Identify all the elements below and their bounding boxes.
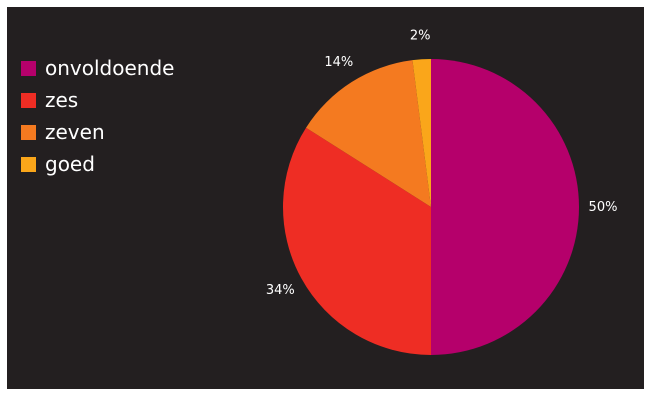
- legend-swatch-onvoldoende: [21, 60, 36, 76]
- pie-slice-label-zes: 34%: [266, 283, 295, 298]
- pie-slice-label-onvoldoende: 50%: [589, 200, 618, 215]
- pie-slice-zeven: [306, 60, 431, 207]
- legend-swatch-zes: [21, 92, 36, 108]
- pie-slice-labels: 50% 34% 14% 2%: [266, 28, 618, 298]
- legend-item-onvoldoende: onvoldoende: [21, 52, 174, 84]
- pie-slice-label-goed: 2%: [410, 28, 431, 43]
- pie-slices: [283, 59, 579, 355]
- legend-label-goed: goed: [45, 152, 95, 176]
- legend-label-zeven: zeven: [45, 120, 105, 144]
- legend-item-zeven: zeven: [21, 116, 174, 148]
- pie-slice-onvoldoende: [431, 59, 579, 355]
- pie-chart: 50% 34% 14% 2%: [266, 28, 618, 355]
- pie-slice-zes: [283, 127, 431, 355]
- legend-item-zes: zes: [21, 84, 174, 116]
- legend-label-zes: zes: [45, 88, 79, 112]
- legend-item-goed: goed: [21, 148, 174, 180]
- legend: onvoldoende zes zeven goed: [21, 52, 174, 180]
- pie-slice-label-zeven: 14%: [324, 55, 353, 70]
- pie-slice-goed: [412, 59, 431, 207]
- chart-frame: onvoldoende zes zeven goed 50% 34% 14% 2%: [7, 7, 644, 389]
- legend-label-onvoldoende: onvoldoende: [45, 56, 175, 80]
- legend-swatch-zeven: [21, 124, 36, 140]
- legend-swatch-goed: [21, 156, 36, 172]
